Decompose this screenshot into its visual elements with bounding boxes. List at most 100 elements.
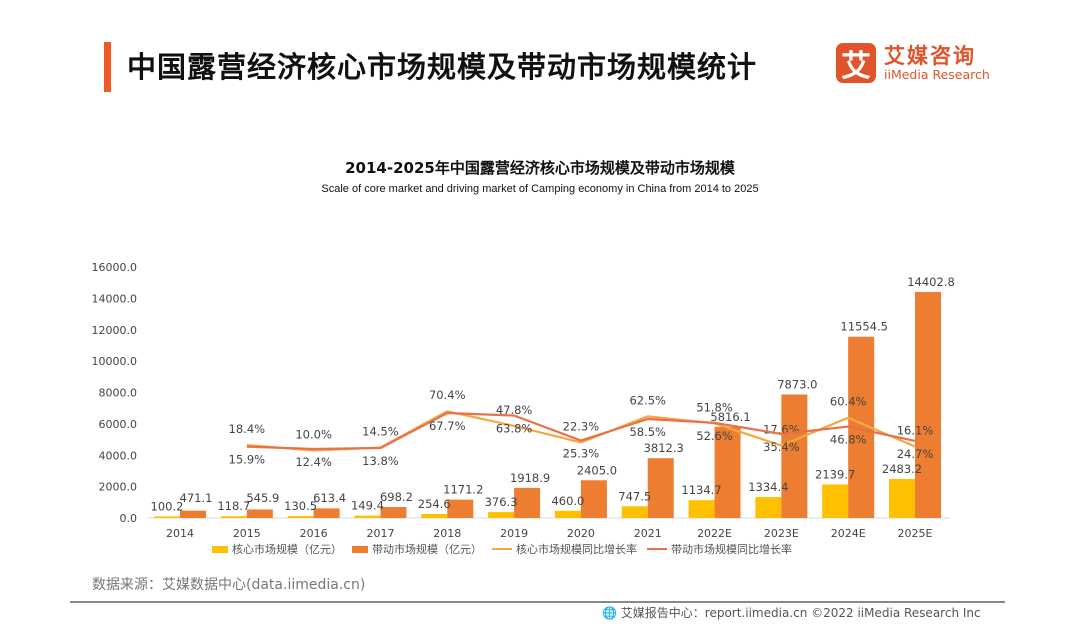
data-label-growth: 25.3% [563,447,600,461]
logo-mark: 艾 [836,43,876,84]
x-tick-label: 2023E [764,527,799,540]
bar-core [621,506,648,518]
bar-core [554,510,581,518]
bar-core [421,514,448,518]
data-label-growth: 16.1% [897,424,934,438]
title-accent-bar [104,42,111,92]
data-label-core: 376.3 [485,495,518,509]
chart-title: 2014-2025年中国露营经济核心市场规模及带动市场规模 [345,159,735,177]
data-label-drive: 545.9 [246,491,279,505]
bar-core [889,479,915,518]
y-tick-label: 4000.0 [99,449,138,462]
data-label-drive: 471.1 [180,491,213,505]
bar-drive [580,480,607,518]
legend-item-drive: 带动市场规模（亿元） [352,541,482,557]
globe-icon: 🌐 [602,606,617,620]
data-label-core: 149.4 [351,499,384,513]
bar-core [354,515,381,518]
bar-drive [781,394,808,518]
data-label-drive: 11554.5 [840,320,888,334]
data-label-core: 2139.7 [815,467,855,481]
data-label-growth: 12.4% [295,455,332,469]
data-label-core: 100.2 [151,499,184,513]
legend: 核心市场规模（亿元） 带动市场规模（亿元） 核心市场规模同比增长率 带动市场规模… [212,541,792,557]
data-label-growth: 10.0% [295,428,332,442]
logo-cn: 艾媒咨询 [884,43,976,68]
legend-item-core-growth: 核心市场规模同比增长率 [492,541,637,557]
data-label-drive: 1171.2 [443,483,483,497]
y-tick-label: 8000.0 [99,387,138,400]
data-label-growth: 14.5% [362,425,399,439]
x-tick-label: 2014 [166,527,194,540]
bar-drive [915,292,941,518]
y-tick-label: 14000.0 [92,292,138,305]
bar-drive [246,509,273,518]
bar-drive [714,426,741,518]
bar-drive [313,508,340,518]
data-label-core: 118.7 [217,499,250,513]
legend-item-drive-growth: 带动市场规模同比增长率 [647,541,792,557]
bar-drive [180,510,206,518]
data-label-core: 1134.7 [681,483,721,497]
data-label-drive: 1918.9 [510,471,550,485]
data-label-core: 460.0 [551,494,584,508]
y-tick-label: 2000.0 [99,481,138,494]
data-label-core: 2483.2 [882,462,922,476]
footer-divider [70,601,1005,603]
line-drive-growth [246,411,916,451]
logo: 艾 艾媒咨询 iiMedia Research [836,43,990,84]
legend-item-core: 核心市场规模（亿元） [212,541,342,557]
page-title: 中国露营经济核心市场规模及带动市场规模统计 [127,50,758,84]
data-label-growth: 18.4% [229,422,266,436]
data-label-drive: 2405.0 [577,463,617,477]
data-label-growth: 47.8% [496,403,533,417]
data-label-drive: 5816.1 [710,410,750,424]
data-label-growth: 70.4% [429,388,466,402]
data-label-growth: 62.5% [629,393,666,407]
footer: 🌐 艾媒报告中心：report.iimedia.cn ©2022 iiMedia… [602,606,981,620]
x-tick-label: 2018 [433,527,461,540]
data-label-core: 254.6 [418,497,451,511]
x-tick-label: 2015 [233,527,261,540]
y-tick-label: 0.0 [120,512,138,525]
data-label-drive: 3812.3 [644,441,684,455]
data-label-growth: 63.8% [496,422,533,436]
bar-core [688,500,715,518]
data-label-growth: 52.6% [696,429,733,443]
data-label-drive: 7873.0 [777,377,817,391]
x-tick-label: 2019 [500,527,528,540]
data-label-drive: 698.2 [380,490,413,504]
x-tick-label: 2025E [898,527,933,540]
data-label-growth: 35.4% [763,440,800,454]
data-label-drive: 14402.8 [907,275,955,289]
y-tick-label: 16000.0 [92,261,138,274]
data-label-growth: 24.7% [897,447,934,461]
data-label-core: 130.5 [284,499,317,513]
data-label-growth: 60.4% [830,395,867,409]
y-tick-label: 12000.0 [92,324,138,337]
x-tick-label: 2016 [300,527,328,540]
y-tick-label: 6000.0 [99,418,138,431]
data-source: 数据来源：艾媒数据中心(data.iimedia.cn) [92,577,366,593]
bar-core [755,497,782,518]
data-label-growth: 15.9% [229,453,266,467]
bar-drive [380,507,407,518]
bar-core [488,512,515,518]
bar-core [220,516,247,518]
chart-subtitle: Scale of core market and driving market … [321,183,759,195]
data-label-growth: 13.8% [362,454,399,468]
data-label-growth: 67.7% [429,419,466,433]
x-tick-label: 2022E [697,527,732,540]
data-label-core: 1334.4 [748,480,788,494]
bar-drive [447,499,474,518]
logo-en: iiMedia Research [884,66,990,82]
y-tick-label: 10000.0 [92,355,138,368]
data-label-growth: 46.8% [830,433,867,447]
bar-drive [647,458,674,518]
bar-core [287,515,314,518]
x-tick-label: 2017 [366,527,394,540]
data-label-growth: 22.3% [563,420,600,434]
x-tick-label: 2020 [567,527,595,540]
data-label-core: 747.5 [618,489,651,503]
